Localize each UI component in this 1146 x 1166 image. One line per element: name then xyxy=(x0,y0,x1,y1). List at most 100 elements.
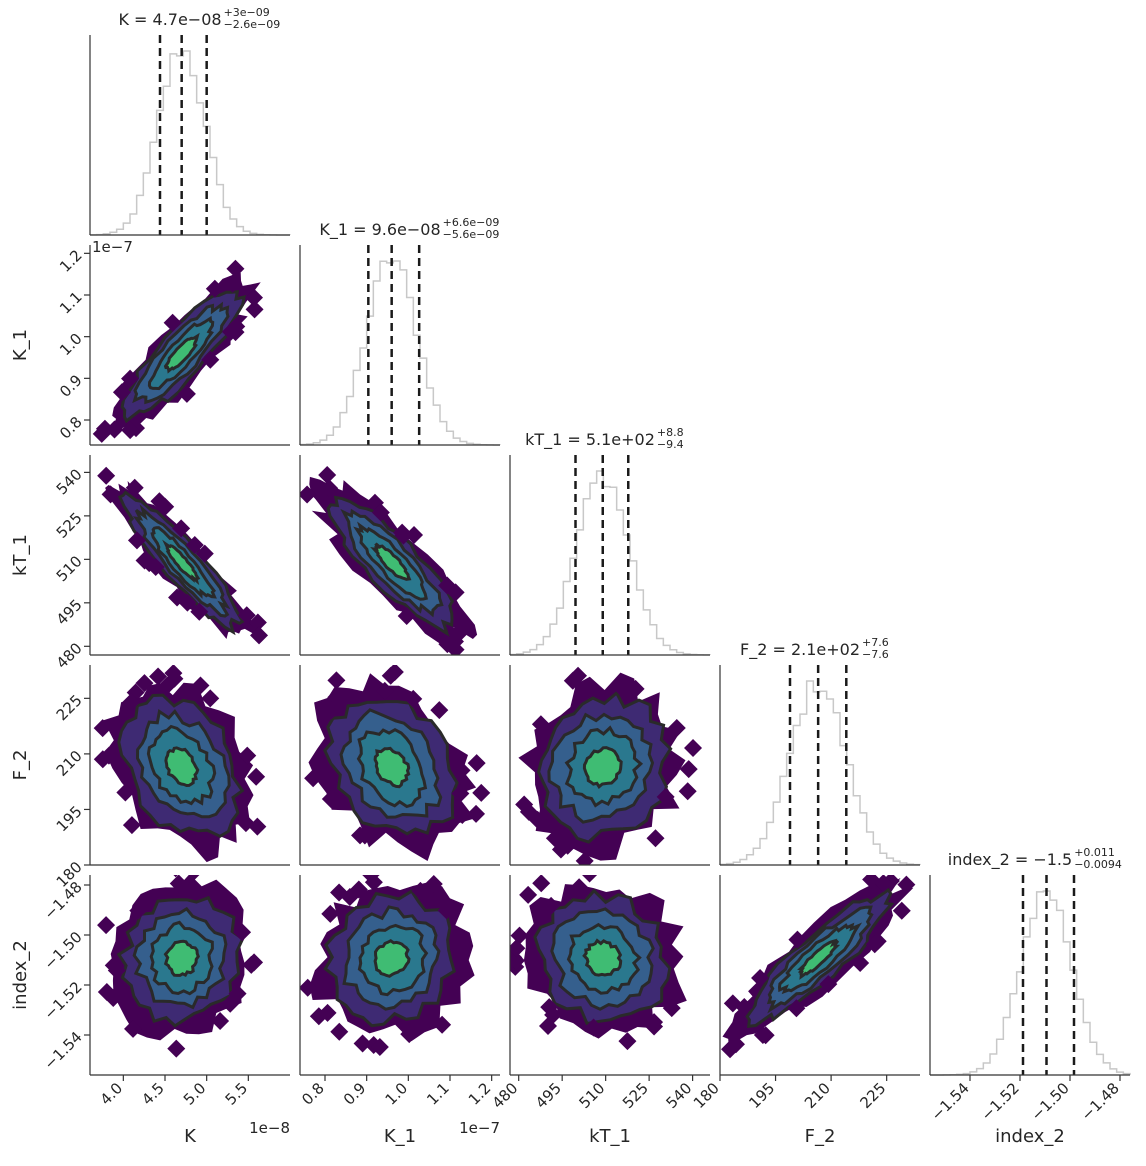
x-tick-label-K: 4.5 xyxy=(138,1079,168,1109)
outlier-cell xyxy=(125,478,144,497)
outlier-cell xyxy=(684,739,703,758)
outlier-cell xyxy=(662,999,681,1018)
outlier-cell xyxy=(149,667,168,686)
outlier-cell xyxy=(542,896,561,915)
outlier-cell xyxy=(129,901,148,920)
outlier-cell xyxy=(726,1035,745,1054)
outlier-cell xyxy=(195,544,214,563)
y-tick-label-K_1: 1.2 xyxy=(56,246,86,276)
panel-title-sup-K: +3e−09 xyxy=(224,6,270,19)
outlier-cell xyxy=(532,875,551,893)
outlier-cell xyxy=(510,926,529,945)
histogram-panel-K_1: K_1 = 9.6e−08 +6.6e−09−5.6e−09 xyxy=(299,216,501,446)
x-axis-label-K: K xyxy=(184,1126,197,1147)
outlier-cell xyxy=(244,288,263,307)
contour-panel-K_1-F_2 xyxy=(299,665,500,866)
outlier-cell xyxy=(226,259,245,278)
outlier-cell xyxy=(400,1025,419,1044)
outlier-cell xyxy=(446,640,465,655)
outlier-cell xyxy=(322,701,341,720)
outlier-cell xyxy=(327,671,346,690)
y-tick-label-kT_1: 480 xyxy=(53,639,86,672)
outlier-cell xyxy=(190,602,209,621)
y-tick-label-kT_1: 540 xyxy=(53,465,86,498)
outlier-cell xyxy=(156,497,175,516)
outlier-cell xyxy=(127,531,146,550)
outlier-cell xyxy=(184,878,203,897)
panel-title-sup-F_2: +7.6 xyxy=(862,636,889,649)
x-tick-label-F_2: 180 xyxy=(690,1079,723,1112)
outlier-cell xyxy=(124,1019,143,1038)
y-tick-label-K_1: 0.8 xyxy=(56,413,86,443)
outlier-cell xyxy=(370,1038,389,1057)
x-tick-label-kT_1: 495 xyxy=(532,1079,565,1112)
outlier-cell xyxy=(437,901,456,920)
outlier-cell xyxy=(539,1017,558,1036)
outlier-cell xyxy=(618,1032,637,1051)
outlier-cell xyxy=(309,1007,328,1026)
outlier-cell xyxy=(191,676,210,695)
outlier-cell xyxy=(897,875,916,894)
x-tick-label-index_2: −1.52 xyxy=(978,1079,1023,1124)
outlier-cell xyxy=(563,671,582,690)
y-tick-label-index_2: −1.52 xyxy=(40,978,85,1023)
outlier-cell xyxy=(753,1026,772,1045)
outlier-cell xyxy=(615,681,634,700)
y-tick-label-F_2: 210 xyxy=(53,747,86,780)
contour-level-5 xyxy=(582,938,623,977)
y-tick-label-kT_1: 495 xyxy=(53,596,86,629)
x-tick-label-index_2: −1.48 xyxy=(1078,1079,1123,1124)
outlier-cell xyxy=(430,701,449,720)
x-tick-label-kT_1: 510 xyxy=(576,1079,609,1112)
outlier-cell xyxy=(678,782,697,801)
outlier-cell xyxy=(116,783,135,802)
outlier-cell xyxy=(735,998,754,1017)
outlier-cell xyxy=(92,424,111,443)
x-offset-text-K_1: 1e−7 xyxy=(459,1119,500,1137)
outlier-cell xyxy=(892,901,911,920)
outlier-cell xyxy=(201,689,220,708)
outlier-cell xyxy=(173,875,178,878)
outlier-cell xyxy=(584,1018,603,1037)
outlier-cell xyxy=(112,383,131,402)
panel-title-sup-index_2: +0.011 xyxy=(1074,846,1115,859)
outlier-cell xyxy=(250,626,269,645)
outlier-cell xyxy=(107,961,126,980)
outlier-cell xyxy=(467,754,486,773)
contour-level-5 xyxy=(163,332,200,374)
x-tick-label-kT_1: 540 xyxy=(662,1079,695,1112)
outlier-cell xyxy=(304,769,323,788)
outlier-cell xyxy=(238,746,257,765)
contour-level-5 xyxy=(163,939,200,978)
outlier-cell xyxy=(309,484,328,503)
x-axis-label-kT_1: kT_1 xyxy=(589,1126,631,1147)
histogram-panel-F_2: F_2 = 2.1e+02 +7.6−7.6 xyxy=(719,636,921,866)
contour-level-5 xyxy=(797,938,841,980)
histogram-F_2 xyxy=(719,680,921,866)
outlier-cell xyxy=(381,666,400,685)
outlier-cell xyxy=(300,978,317,997)
y-tick-label-K_1: 0.9 xyxy=(56,371,86,401)
outlier-cell xyxy=(178,593,197,612)
x-tick-label-index_2: −1.54 xyxy=(928,1079,973,1124)
panel-title-kT_1: kT_1 = 5.1e+02 xyxy=(525,430,655,450)
outlier-cell xyxy=(99,746,118,765)
outlier-cell xyxy=(452,761,471,780)
outlier-cell xyxy=(446,583,465,602)
outlier-cell xyxy=(862,875,881,889)
outlier-cell xyxy=(126,683,145,702)
outlier-cell xyxy=(865,935,884,954)
x-offset-text-K: 1e−8 xyxy=(249,1119,290,1137)
outlier-cell xyxy=(787,999,806,1018)
outlier-cell xyxy=(236,814,255,833)
outlier-cell xyxy=(353,1034,372,1053)
outlier-cell xyxy=(185,536,204,555)
outlier-cell xyxy=(237,606,256,625)
y-tick-label-F_2: 225 xyxy=(53,691,86,724)
outlier-cell xyxy=(558,836,577,855)
outlier-cell xyxy=(656,787,675,806)
x-tick-label-K_1: 1.1 xyxy=(423,1079,453,1109)
outlier-cell xyxy=(164,665,183,683)
histogram-panel-K: K = 4.7e−08 +3e−09−2.6e−09 xyxy=(89,6,291,236)
